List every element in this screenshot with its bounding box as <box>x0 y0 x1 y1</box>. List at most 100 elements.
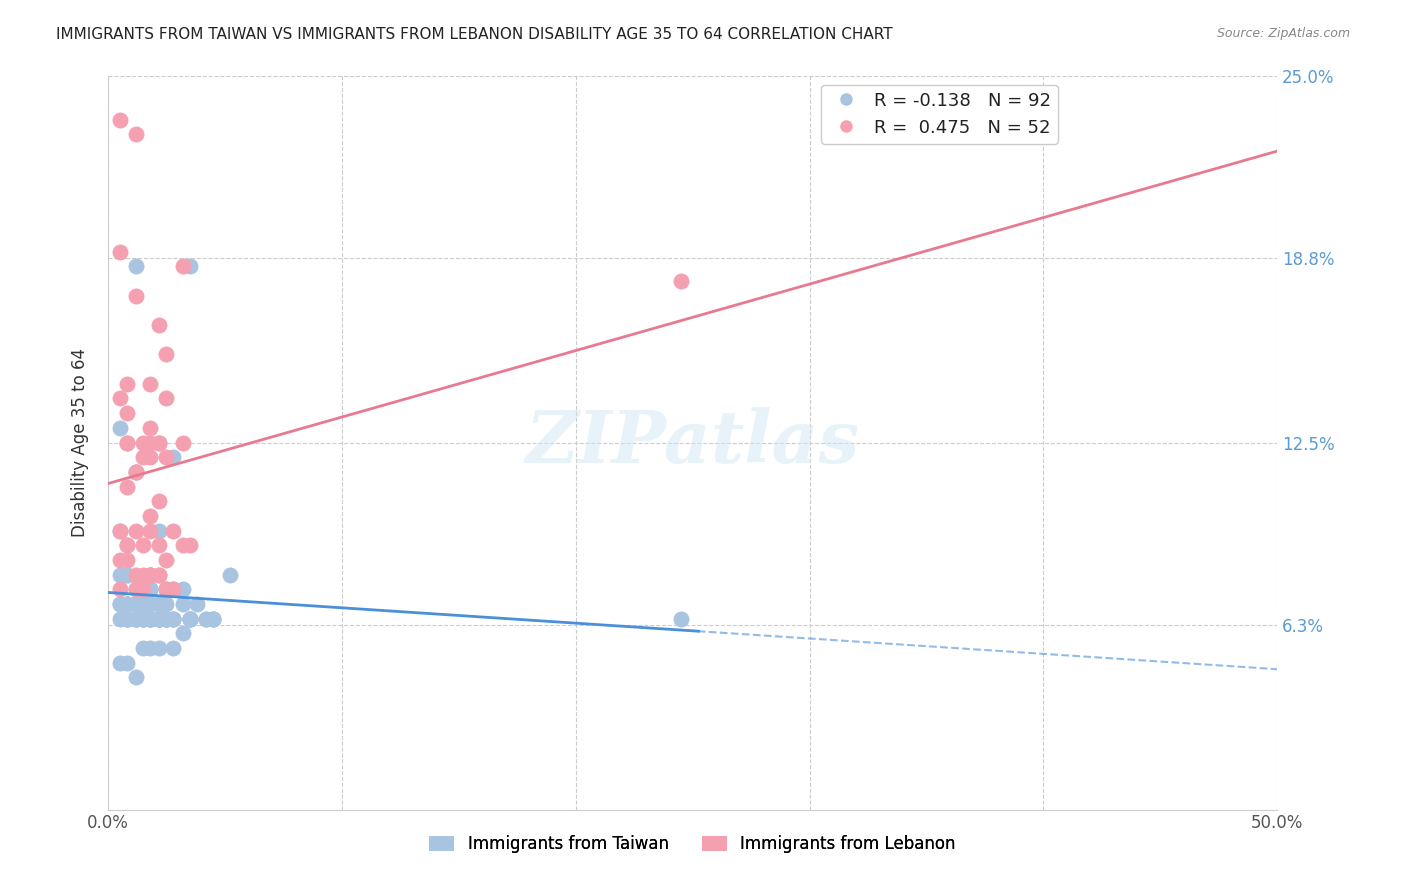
Point <box>125 597 148 611</box>
Point <box>125 524 148 538</box>
Point <box>162 524 184 538</box>
Point <box>179 612 201 626</box>
Point <box>132 641 155 656</box>
Point <box>155 347 177 361</box>
Point <box>125 582 148 597</box>
Point <box>132 538 155 552</box>
Point <box>139 582 162 597</box>
Point <box>115 597 138 611</box>
Point <box>155 612 177 626</box>
Point <box>125 670 148 684</box>
Point <box>179 612 201 626</box>
Point <box>155 612 177 626</box>
Point <box>186 597 208 611</box>
Point <box>108 553 131 567</box>
Legend: Immigrants from Taiwan, Immigrants from Lebanon: Immigrants from Taiwan, Immigrants from … <box>423 829 963 860</box>
Point <box>148 597 170 611</box>
Point <box>125 260 148 274</box>
Point <box>139 421 162 435</box>
Point <box>148 435 170 450</box>
Point <box>162 612 184 626</box>
Point <box>172 597 194 611</box>
Point <box>132 582 155 597</box>
Point <box>148 567 170 582</box>
Point <box>108 597 131 611</box>
Point <box>108 656 131 670</box>
Point <box>132 612 155 626</box>
Point <box>139 641 162 656</box>
Point <box>179 612 201 626</box>
Point <box>108 612 131 626</box>
Point <box>172 260 194 274</box>
Point <box>162 612 184 626</box>
Point <box>148 435 170 450</box>
Point <box>148 612 170 626</box>
Point <box>115 597 138 611</box>
Point <box>125 465 148 479</box>
Point <box>148 567 170 582</box>
Point <box>162 612 184 626</box>
Point <box>669 274 692 288</box>
Point <box>125 612 148 626</box>
Point <box>155 612 177 626</box>
Point <box>669 612 692 626</box>
Point <box>139 435 162 450</box>
Point <box>172 582 194 597</box>
Point <box>172 538 194 552</box>
Point <box>155 582 177 597</box>
Point <box>125 582 148 597</box>
Point <box>132 450 155 465</box>
Point <box>108 582 131 597</box>
Point <box>132 597 155 611</box>
Point <box>155 392 177 406</box>
Point <box>179 260 201 274</box>
Point <box>115 538 138 552</box>
Point <box>139 450 162 465</box>
Point <box>132 612 155 626</box>
Point <box>148 538 170 552</box>
Point <box>202 612 225 626</box>
Point <box>115 538 138 552</box>
Point <box>132 435 155 450</box>
Point <box>115 567 138 582</box>
Point <box>125 465 148 479</box>
Point <box>202 612 225 626</box>
Point <box>125 597 148 611</box>
Point <box>139 524 162 538</box>
Point <box>148 612 170 626</box>
Text: IMMIGRANTS FROM TAIWAN VS IMMIGRANTS FROM LEBANON DISABILITY AGE 35 TO 64 CORREL: IMMIGRANTS FROM TAIWAN VS IMMIGRANTS FRO… <box>56 27 893 42</box>
Y-axis label: Disability Age 35 to 64: Disability Age 35 to 64 <box>72 348 89 537</box>
Point <box>179 612 201 626</box>
Point <box>108 392 131 406</box>
Point <box>195 612 218 626</box>
Point <box>195 612 218 626</box>
Point <box>108 524 131 538</box>
Point <box>115 406 138 420</box>
Point <box>125 612 148 626</box>
Point <box>139 582 162 597</box>
Point <box>139 612 162 626</box>
Point <box>155 450 177 465</box>
Point <box>132 597 155 611</box>
Point <box>162 582 184 597</box>
Point <box>139 508 162 523</box>
Point <box>155 582 177 597</box>
Point <box>125 597 148 611</box>
Point <box>115 612 138 626</box>
Point <box>148 612 170 626</box>
Point <box>139 567 162 582</box>
Point <box>115 656 138 670</box>
Point <box>108 567 131 582</box>
Point <box>148 494 170 508</box>
Point <box>125 127 148 141</box>
Point <box>179 538 201 552</box>
Point <box>125 289 148 303</box>
Point <box>115 376 138 391</box>
Point <box>115 612 138 626</box>
Point <box>115 553 138 567</box>
Point <box>132 567 155 582</box>
Point <box>132 612 155 626</box>
Point <box>139 582 162 597</box>
Point <box>139 612 162 626</box>
Point <box>132 612 155 626</box>
